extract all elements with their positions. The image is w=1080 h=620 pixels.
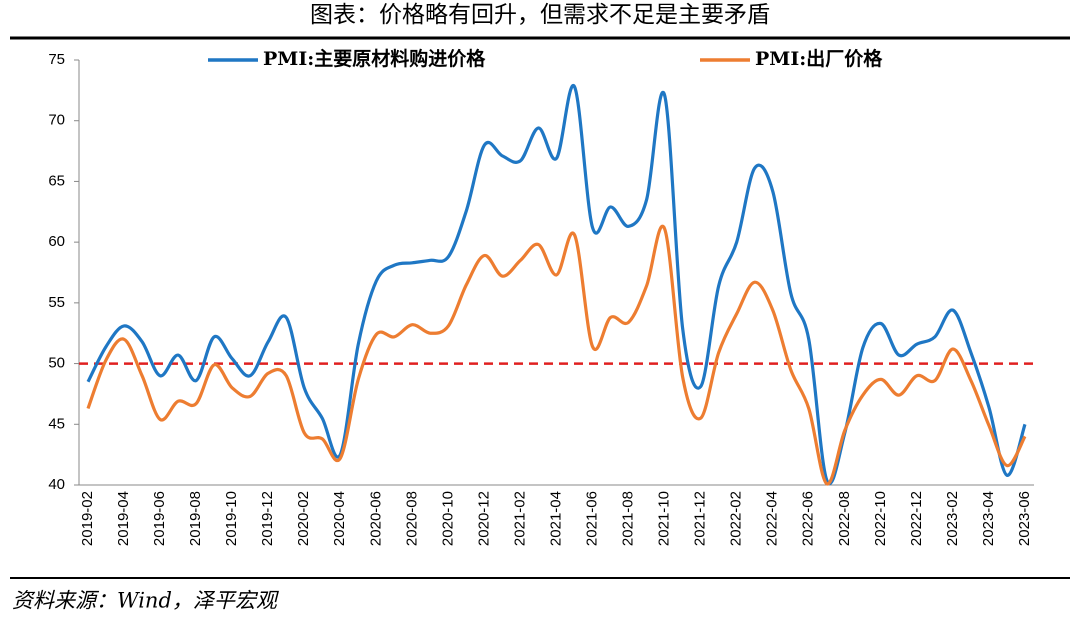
x-tick-label: 2022-08 (836, 491, 853, 546)
y-tick-label: 40 (48, 476, 65, 493)
x-tick-label: 2020-06 (367, 491, 384, 546)
series-line (86, 224, 1027, 486)
x-tick-label: 2019-04 (115, 491, 132, 546)
x-tick-label: 2019-02 (79, 491, 96, 546)
y-tick-label: 70 (48, 112, 65, 129)
legend-label: PMI:主要原材料购进价格 (263, 47, 486, 70)
legend-label: PMI:出厂价格 (755, 47, 883, 70)
x-tick-label: 2021-02 (511, 491, 528, 546)
chart-title: 图表：价格略有回升，但需求不足是主要矛盾 (310, 2, 770, 28)
x-tick-label: 2020-04 (331, 491, 348, 546)
x-tick-label: 2019-06 (151, 491, 168, 546)
y-tick-label: 60 (48, 233, 65, 250)
y-tick-label: 45 (48, 415, 65, 432)
y-tick-label: 75 (48, 51, 65, 68)
x-tick-label: 2022-04 (764, 491, 781, 546)
x-tick-label: 2019-08 (187, 491, 204, 546)
series-line (86, 84, 1027, 485)
y-tick-label: 65 (48, 172, 65, 189)
x-tick-label: 2020-10 (439, 491, 456, 546)
x-tick-label: 2023-02 (944, 491, 961, 546)
x-tick-label: 2023-04 (980, 491, 997, 546)
x-tick-label: 2021-06 (584, 491, 601, 546)
y-tick-label: 50 (48, 355, 65, 372)
source-note: 资料来源：Wind，泽平宏观 (12, 589, 280, 613)
x-tick-label: 2021-08 (620, 491, 637, 546)
x-tick-label: 2021-04 (547, 491, 564, 546)
x-tick-label: 2022-12 (908, 491, 925, 546)
x-tick-label: 2020-02 (295, 491, 312, 546)
x-tick-label: 2020-08 (403, 491, 420, 546)
x-tick-label: 2021-10 (656, 491, 673, 546)
x-tick-label: 2019-10 (223, 491, 240, 546)
x-tick-label: 2022-06 (800, 491, 817, 546)
x-tick-label: 2022-02 (728, 491, 745, 546)
x-tick-label: 2023-06 (1016, 491, 1033, 546)
x-tick-label: 2020-12 (475, 491, 492, 546)
x-tick-label: 2019-12 (259, 491, 276, 546)
x-tick-label: 2021-12 (692, 491, 709, 546)
y-tick-label: 55 (48, 294, 65, 311)
x-tick-label: 2022-10 (872, 491, 889, 546)
